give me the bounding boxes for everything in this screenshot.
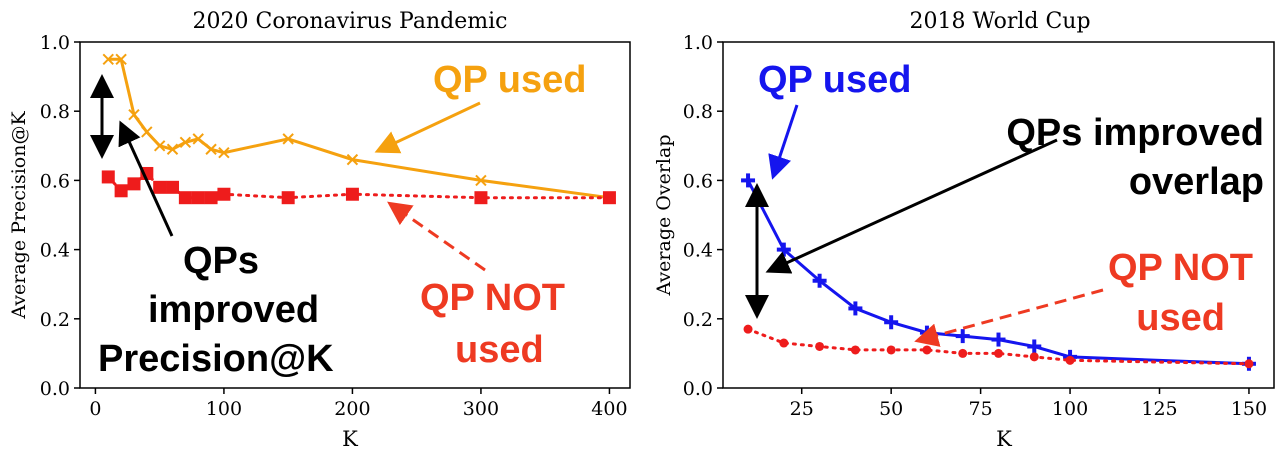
data-point xyxy=(815,341,825,351)
data-point xyxy=(1065,355,1075,365)
y-tick-label: 0.4 xyxy=(40,240,70,262)
arrow-improved xyxy=(118,120,174,237)
annotation-improved-1: QPs improved xyxy=(1006,112,1264,154)
y-tick-label: 0.8 xyxy=(683,101,713,123)
arrow-qp-used xyxy=(768,104,799,180)
data-point xyxy=(886,345,896,355)
data-point xyxy=(153,180,167,194)
data-point xyxy=(218,147,230,159)
data-point xyxy=(204,191,218,205)
chart-right: 2018 World Cup 25 50 75 100 125 150 0.0 0.2 0.4 0… xyxy=(653,9,1275,451)
data-point xyxy=(884,315,899,330)
data-point xyxy=(602,191,616,205)
x-tick-label: 0 xyxy=(89,398,101,420)
data-point xyxy=(346,153,359,166)
axis-ticks: 25 50 75 100 125 150 0.0 0.2 0.4 0.6 0.8 1.0 xyxy=(683,32,1267,420)
data-point xyxy=(101,170,115,184)
x-tick-label: 400 xyxy=(591,398,627,420)
x-tick-label: 25 xyxy=(790,398,814,420)
plot-frame xyxy=(722,41,1275,389)
annotation-qp-not-used-1: QP NOT xyxy=(420,277,565,319)
data-point xyxy=(345,187,359,201)
x-tick-label: 200 xyxy=(334,398,370,420)
annotation-qp-not-used-2: used xyxy=(455,329,544,371)
y-tick-label: 0.0 xyxy=(40,378,70,400)
y-tick-label: 0.8 xyxy=(40,101,70,123)
data-point xyxy=(217,187,231,201)
arrow-improved xyxy=(765,138,1058,274)
data-point xyxy=(191,191,205,205)
data-point xyxy=(166,143,179,155)
data-point xyxy=(127,177,141,191)
annotation-improved-2: improved xyxy=(148,289,319,331)
data-point xyxy=(115,53,127,66)
y-tick-label: 0.6 xyxy=(40,170,70,192)
data-point xyxy=(1027,339,1042,354)
plot-series xyxy=(741,173,1256,371)
data-point xyxy=(743,324,753,334)
data-point xyxy=(166,180,180,194)
data-point xyxy=(848,301,863,316)
chart-left: 2020 Coronavirus Pandemic 0 100 200 300 4000… xyxy=(8,9,631,451)
axis-ticks: 0 100 200 300 400 0.0 0.2 0.4 0.6 0.8 1.0 xyxy=(40,32,628,420)
data-point xyxy=(779,338,789,348)
x-axis-label: K xyxy=(342,427,358,451)
data-point xyxy=(475,174,487,187)
annotation-qp-not-used-1: QP NOT xyxy=(1108,247,1253,289)
annotation-qp-used: QP used xyxy=(758,59,911,101)
data-point xyxy=(282,133,294,145)
data-point xyxy=(178,191,192,205)
arrow-qp-not-used xyxy=(387,201,486,272)
data-point xyxy=(850,345,860,355)
plot-series xyxy=(101,53,616,205)
data-point xyxy=(922,345,932,355)
x-axis-label: K xyxy=(996,427,1012,451)
x-tick-label: 100 xyxy=(1052,398,1088,420)
chart-title: 2020 Coronavirus Pandemic xyxy=(193,9,508,34)
x-tick-label: 100 xyxy=(206,398,242,420)
data-point xyxy=(205,143,217,155)
y-tick-label: 0.2 xyxy=(683,309,713,331)
annotation-improved-3: Precision@K xyxy=(98,338,334,380)
x-tick-label: 125 xyxy=(1141,398,1177,420)
data-point xyxy=(141,126,153,138)
data-point xyxy=(281,191,295,205)
arrow-qp-used xyxy=(374,101,481,154)
y-axis-label: Average Precision@K xyxy=(8,111,30,320)
data-point xyxy=(179,136,192,149)
data-point xyxy=(153,140,166,152)
annotation-improved-2: overlap xyxy=(1129,161,1264,203)
data-point xyxy=(128,108,140,121)
data-point xyxy=(991,332,1006,347)
data-point xyxy=(114,184,128,198)
data-point xyxy=(1029,352,1039,362)
arrow-qp-not-used xyxy=(914,288,1104,347)
y-axis-label: Average Overlap xyxy=(653,135,675,297)
y-tick-label: 0.2 xyxy=(40,309,70,331)
y-tick-label: 0.4 xyxy=(683,240,713,262)
y-tick-label: 1.0 xyxy=(40,32,70,54)
annotation-qp-not-used-2: used xyxy=(1136,297,1225,339)
x-tick-label: 150 xyxy=(1231,398,1267,420)
annotation-improved-1: QPs xyxy=(183,240,259,282)
y-tick-label: 0.0 xyxy=(683,378,713,400)
x-tick-label: 75 xyxy=(969,398,993,420)
y-tick-label: 0.6 xyxy=(683,170,713,192)
data-point xyxy=(812,273,827,288)
plot-frame xyxy=(79,41,631,389)
chart-title: 2018 World Cup xyxy=(909,9,1090,34)
data-point xyxy=(741,173,756,188)
y-tick-label: 1.0 xyxy=(683,32,713,54)
annotation-qp-used: QP used xyxy=(433,59,586,101)
x-tick-label: 50 xyxy=(879,398,903,420)
data-point xyxy=(474,191,488,205)
data-point xyxy=(192,133,204,145)
data-point xyxy=(1244,359,1254,369)
data-point xyxy=(994,348,1003,358)
data-point xyxy=(958,348,968,358)
x-tick-label: 300 xyxy=(463,398,499,420)
data-point xyxy=(955,329,970,344)
data-point xyxy=(102,53,114,66)
